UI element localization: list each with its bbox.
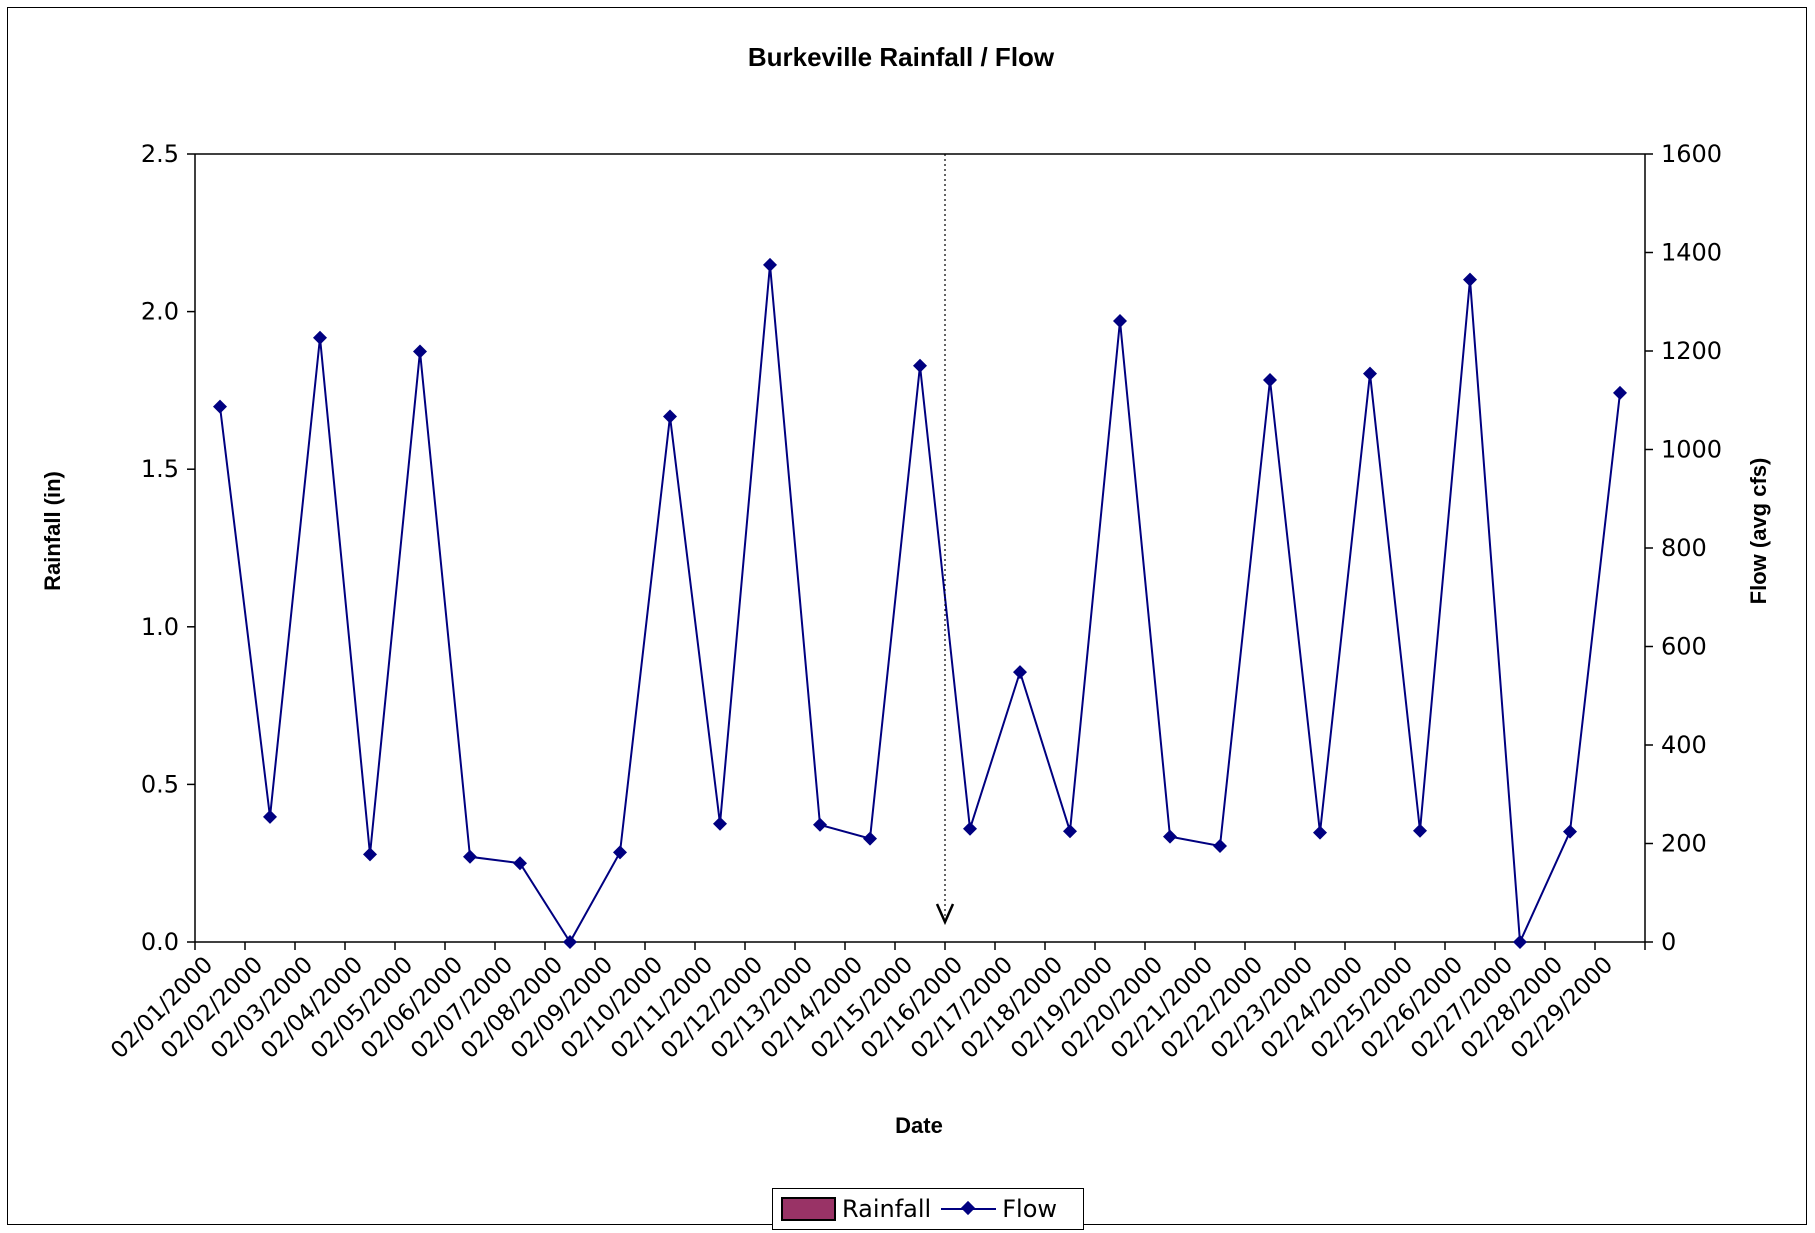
chart-frame: Burkeville Rainfall / Flow Date Rainfall… (7, 7, 1807, 1230)
legend: Rainfall Flow (772, 1188, 1084, 1230)
y-tick-label: 0.0 (141, 928, 179, 956)
flow-point (863, 831, 877, 846)
flow-point (413, 344, 427, 359)
flow-point (763, 257, 777, 272)
flow-point (1463, 272, 1477, 287)
flow-point (1063, 824, 1077, 839)
flow-point (1163, 829, 1177, 844)
flow-point (363, 847, 377, 862)
legend-label-flow: Flow (1002, 1195, 1058, 1223)
flow-point (613, 845, 627, 860)
flow-point (1013, 665, 1027, 680)
flow-point (1513, 935, 1527, 949)
y2-tick-label: 1400 (1661, 239, 1722, 267)
flow-point (1113, 313, 1127, 328)
flow-point (1263, 373, 1277, 388)
flow-point (513, 856, 527, 871)
flow-point (213, 399, 227, 414)
y2-tick-label: 200 (1661, 830, 1707, 858)
flow-point (563, 935, 577, 949)
legend-label-rainfall: Rainfall (842, 1195, 932, 1223)
flow-point (1213, 838, 1227, 853)
annotation-arrowhead (935, 903, 955, 926)
flow-point (663, 409, 677, 424)
flow-point (1413, 823, 1427, 838)
chart-svg: Burkeville Rainfall / Flow Date Rainfall… (40, 42, 1771, 1138)
y-tick-label: 1.5 (141, 455, 179, 483)
legend-item-flow: Flow (941, 1195, 1057, 1223)
legend-swatch-rainfall (781, 1197, 836, 1221)
flow-point (263, 809, 277, 824)
legend-item-rainfall: Rainfall (781, 1195, 931, 1223)
y2-tick-label: 800 (1661, 534, 1707, 562)
legend-swatch-flow (941, 1197, 997, 1221)
flow-point (1613, 385, 1627, 400)
y-axis-title-right: Flow (avg cfs) (1746, 458, 1771, 605)
flow-point (963, 821, 977, 836)
flow-point (1363, 366, 1377, 381)
flow-point (913, 358, 927, 373)
y2-tick-label: 1600 (1661, 140, 1722, 168)
flow-point (1313, 825, 1327, 840)
y2-tick-label: 1200 (1661, 337, 1722, 365)
y2-tick-label: 400 (1661, 731, 1707, 759)
y-tick-label: 2.0 (141, 298, 179, 326)
flow-point (1563, 824, 1577, 839)
chart-title: Burkeville Rainfall / Flow (748, 42, 1055, 72)
y-tick-label: 2.5 (141, 140, 179, 168)
y-axis-title-left: Rainfall (in) (40, 471, 65, 591)
flow-point (713, 816, 727, 831)
flow-point (313, 330, 327, 345)
y2-tick-label: 1000 (1661, 436, 1722, 464)
flow-point (463, 849, 477, 864)
flow-point (813, 817, 827, 832)
y-tick-label: 0.5 (141, 770, 179, 798)
y-tick-label: 1.0 (141, 613, 179, 641)
y2-tick-label: 600 (1661, 633, 1707, 661)
plot-marks (213, 154, 1627, 949)
x-axis-title: Date (895, 1113, 943, 1138)
axes: 0.0 0.5 1.0 1.5 2.0 2.5 0 200 400 600 800 1000 1200 1… (106, 140, 1722, 1064)
y2-tick-label: 0 (1661, 928, 1676, 956)
